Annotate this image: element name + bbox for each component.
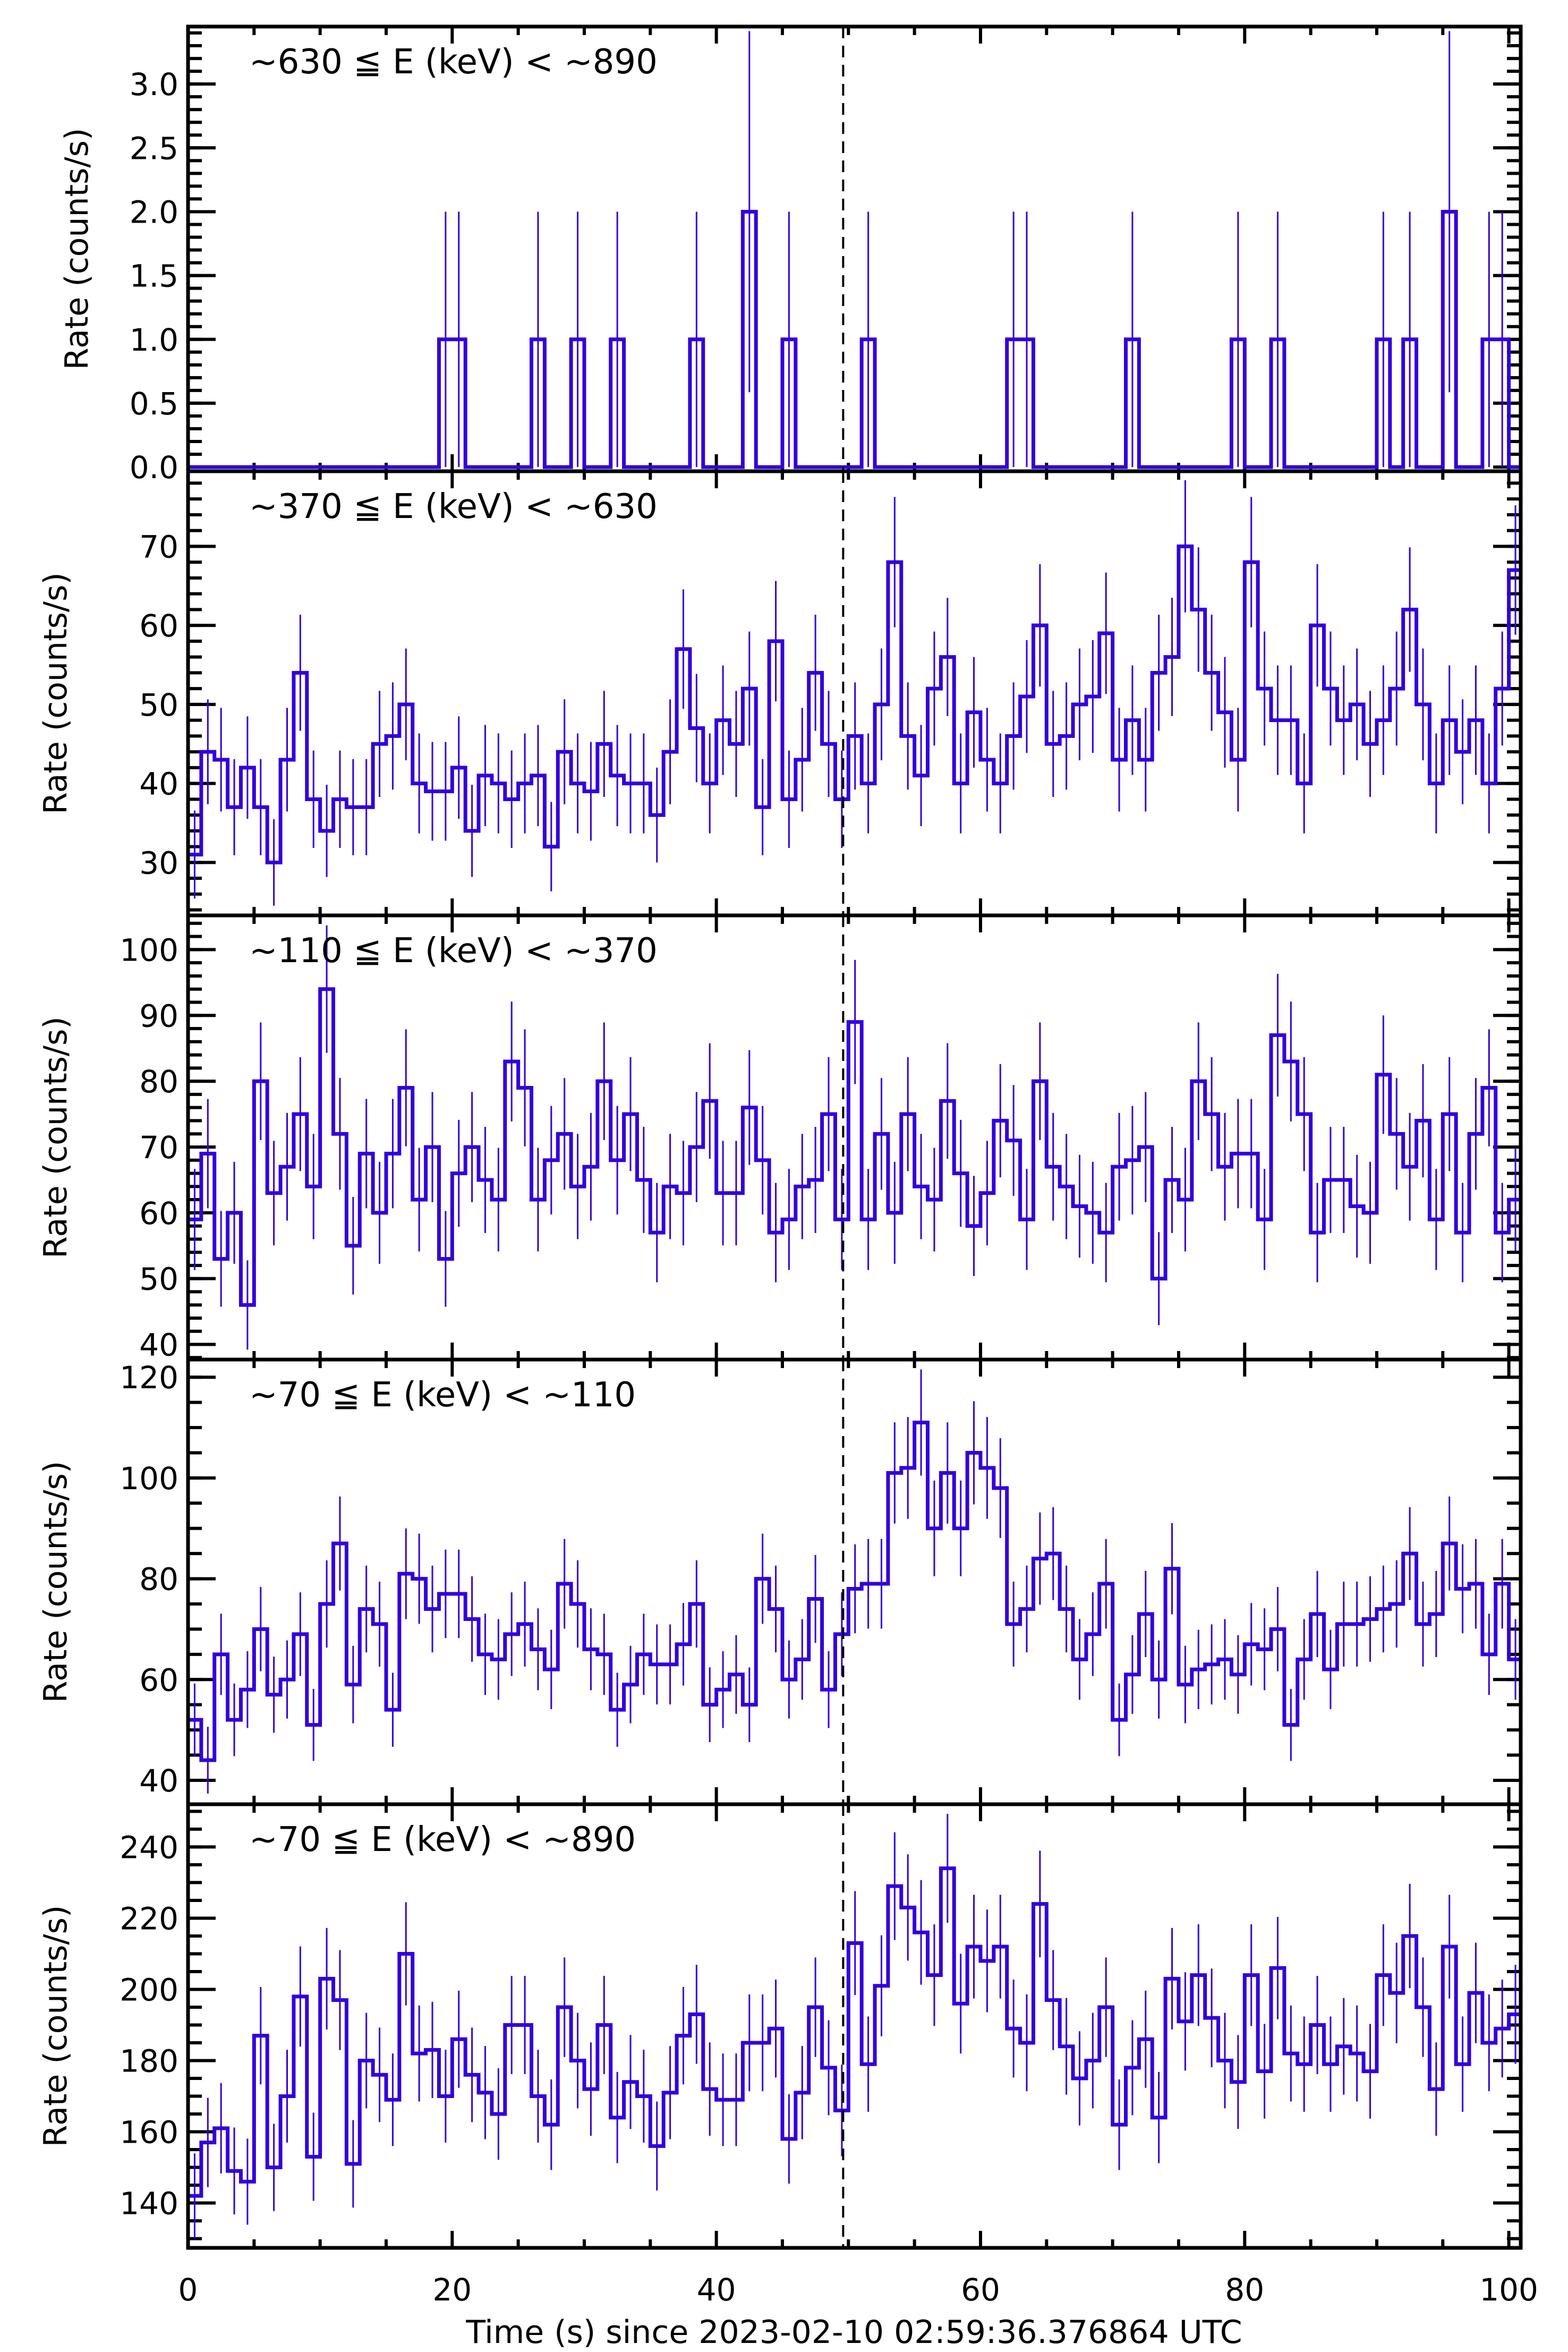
y-tick-label: 70 [139, 1130, 178, 1166]
panel-frame [186, 1802, 1523, 2250]
series-5 [188, 1814, 1521, 2239]
y-tick-label: 70 [139, 529, 178, 565]
y-tick-label: 40 [139, 766, 178, 802]
y-tick-label: 60 [139, 1662, 178, 1698]
panel-1: 0.0 0.5 1.0 1.5 2.0 2.5 3.0 Rate (counts/s) ~630… [58, 24, 1523, 486]
x-tick-label: 100 [1479, 2272, 1538, 2308]
x-tick-label: 20 [432, 2272, 472, 2308]
rate-step-line [188, 987, 1521, 1307]
x-axis-title: Time (s) since 2023-02-10 02:59:36.37686… [465, 2314, 1242, 2351]
y-axis-title: Rate (counts/s) [37, 1905, 74, 2147]
y-tick-label: 160 [120, 2115, 178, 2151]
y-tick-label: 100 [120, 1461, 178, 1497]
y-tick-label: 180 [120, 2043, 178, 2079]
y-tick-label: 50 [139, 1261, 178, 1297]
panel-2: 30 40 50 60 70 Rate (counts/s) ~370 ≦ E (keV) … [37, 469, 1523, 918]
panel-3: 40 50 60 70 80 90 100 Rate (counts/s) ~110 ≦ E (… [37, 913, 1523, 1363]
y-axis-title: Rate (counts/s) [37, 572, 74, 814]
x-axis-labels: 0 20 40 60 80 100 [178, 2272, 1538, 2308]
x-tick-label: 60 [961, 2272, 1000, 2308]
rate-step-line [188, 1866, 1521, 2198]
y-tick-label: 30 [139, 845, 178, 881]
y-tick-label: 80 [139, 1064, 178, 1100]
series-4 [188, 1369, 1521, 1794]
y-tick-label: 60 [139, 1195, 178, 1232]
y-tick-label: 40 [139, 1327, 178, 1363]
y-tick-label: 220 [120, 1900, 178, 1937]
y-tick-label: 3.0 [130, 66, 178, 103]
y-axis-title: Rate (counts/s) [58, 128, 96, 370]
y-tick-label: 140 [120, 2186, 178, 2222]
y-tick-label: 2.5 [130, 130, 178, 166]
y-tick-label: 1.0 [130, 322, 178, 358]
energy-range-label: ~630 ≦ E (keV) < ~890 [249, 43, 658, 82]
series-3 [188, 925, 1521, 1350]
series-1 [188, 31, 1521, 469]
y-tick-label: 0.5 [130, 386, 178, 422]
y-tick-label: 240 [120, 1829, 178, 1865]
y-tick-label: 90 [139, 998, 178, 1034]
panel-5: 140 160 180 200 220 240 Rate (counts/s) ~70 ≦ E… [37, 1802, 1523, 2250]
y-tick-label: 100 [120, 932, 178, 968]
y-tick-label: 60 [139, 608, 178, 644]
energy-range-label: ~70 ≦ E (keV) < ~890 [249, 1820, 636, 1859]
y-tick-label: 1.5 [130, 258, 178, 294]
y-tick-label: 2.0 [130, 194, 178, 230]
y-tick-label: 0.0 [130, 449, 178, 486]
rate-step-line [188, 209, 1521, 469]
y-tick-label: 40 [139, 1763, 178, 1799]
y-tick-label: 120 [120, 1360, 178, 1396]
x-tick-label: 80 [1225, 2272, 1264, 2308]
energy-range-label: ~110 ≦ E (keV) < ~370 [249, 931, 658, 971]
y-axis-title: Rate (counts/s) [37, 1016, 74, 1258]
energy-range-label: ~370 ≦ E (keV) < ~630 [249, 487, 658, 527]
panel-frame [186, 24, 1523, 473]
x-tick-label: 0 [178, 2272, 198, 2308]
y-tick-label: 80 [139, 1561, 178, 1598]
series-2 [188, 480, 1521, 906]
panels: 0.0 0.5 1.0 1.5 2.0 2.5 3.0 Rate (counts/s) ~630… [37, 24, 1523, 2250]
y-tick-label: 200 [120, 1972, 178, 2008]
x-tick-label: 40 [697, 2272, 736, 2308]
energy-range-label: ~70 ≦ E (keV) < ~110 [249, 1375, 636, 1415]
rate-step-line [188, 544, 1521, 864]
panel-4: 40 60 80 100 120 Rate (counts/s) ~70 ≦ E (keV)… [37, 1357, 1523, 1806]
y-axis-title: Rate (counts/s) [37, 1461, 74, 1703]
y-tick-label: 50 [139, 687, 178, 723]
